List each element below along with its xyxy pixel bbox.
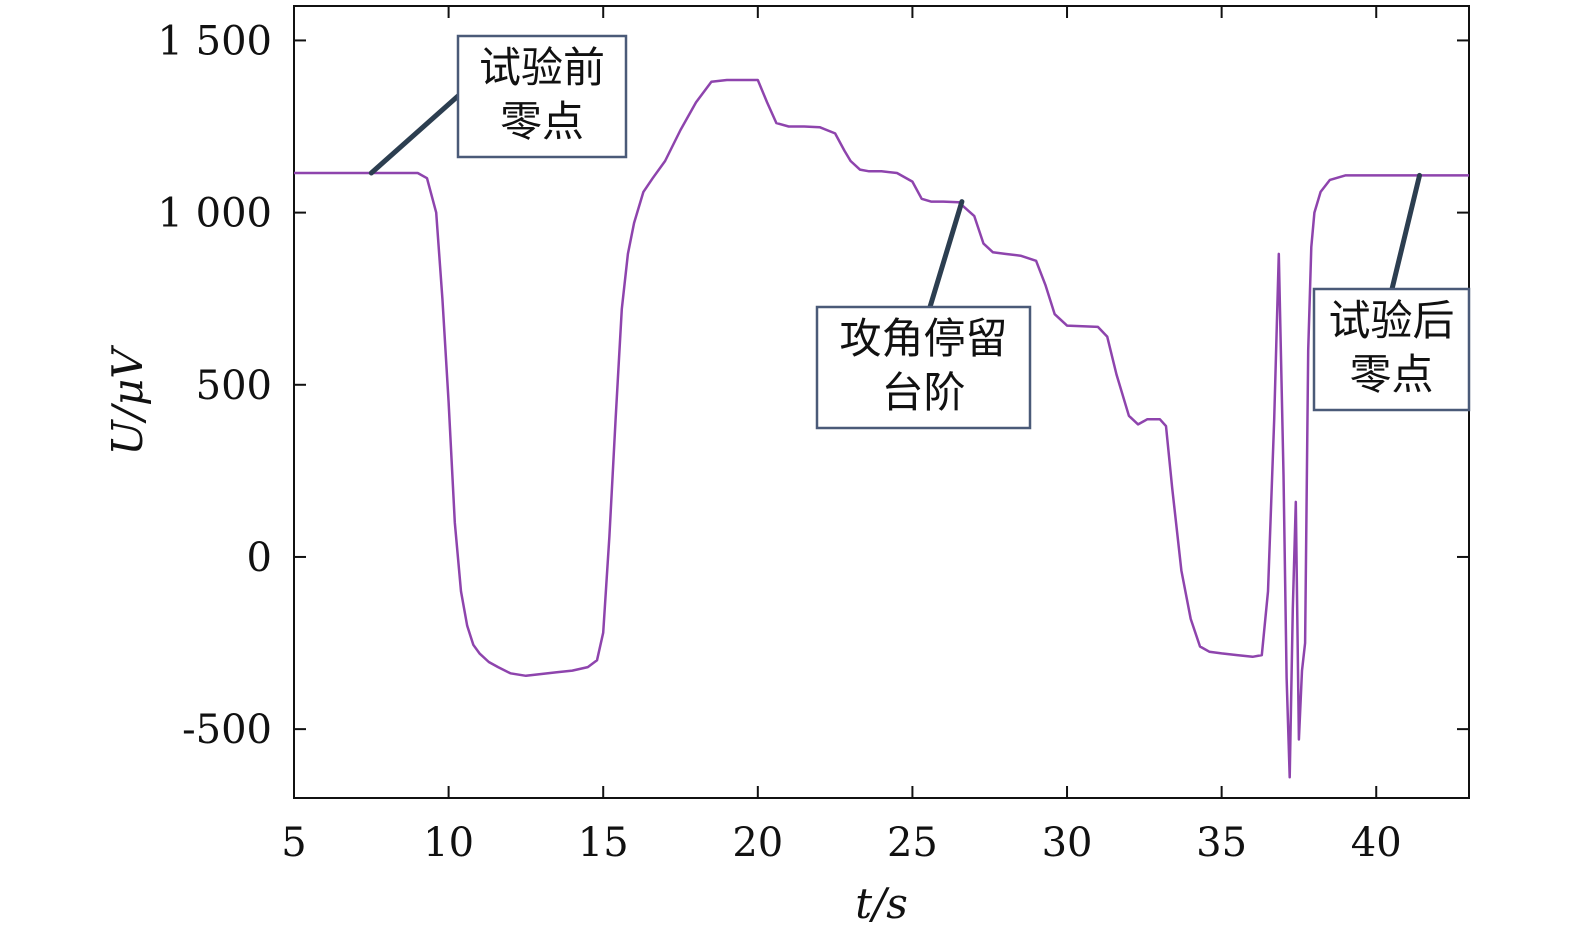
x-tick-label: 40 bbox=[1351, 820, 1402, 866]
annotation-box bbox=[815, 305, 1032, 430]
annotation-leader-line bbox=[927, 199, 965, 310]
x-tick-label: 30 bbox=[1042, 820, 1093, 866]
annotation-box bbox=[1312, 287, 1471, 412]
annotation-text: 零点 bbox=[1349, 350, 1433, 399]
x-tick-label: 35 bbox=[1196, 820, 1247, 866]
x-tick-label: 20 bbox=[732, 820, 783, 866]
series-layer bbox=[294, 78, 1469, 779]
y-tick-label: 1 000 bbox=[157, 191, 272, 237]
annotation-leader-line bbox=[1389, 172, 1423, 292]
x-tick-label: 25 bbox=[887, 820, 938, 866]
annotation-box bbox=[456, 34, 628, 159]
series-line-0 bbox=[294, 78, 1469, 779]
annotation-text: 台阶 bbox=[881, 368, 965, 417]
axes-layer: 5 10 15 20 25 30 35 40 -500 0 500 1 000 1 500 bbox=[157, 5, 1470, 866]
y-tick-label: 1 500 bbox=[157, 18, 272, 64]
annotation-text: 攻角停留 bbox=[839, 314, 1007, 363]
annotation-leader-line bbox=[368, 93, 461, 176]
y-tick-label: 500 bbox=[196, 363, 272, 409]
annotation-text: 试验后 bbox=[1328, 296, 1454, 345]
annotation-text: 试验前 bbox=[479, 43, 605, 92]
y-tick-label: 0 bbox=[247, 535, 272, 581]
x-tick-label: 10 bbox=[423, 820, 474, 866]
annotation-text: 零点 bbox=[500, 97, 584, 146]
x-axis-label: t/s bbox=[855, 879, 908, 928]
x-tick-label: 15 bbox=[578, 820, 629, 866]
y-axis-label: U/μV bbox=[103, 345, 152, 456]
x-tick-label: 5 bbox=[281, 820, 306, 866]
y-tick-label: -500 bbox=[182, 707, 272, 753]
